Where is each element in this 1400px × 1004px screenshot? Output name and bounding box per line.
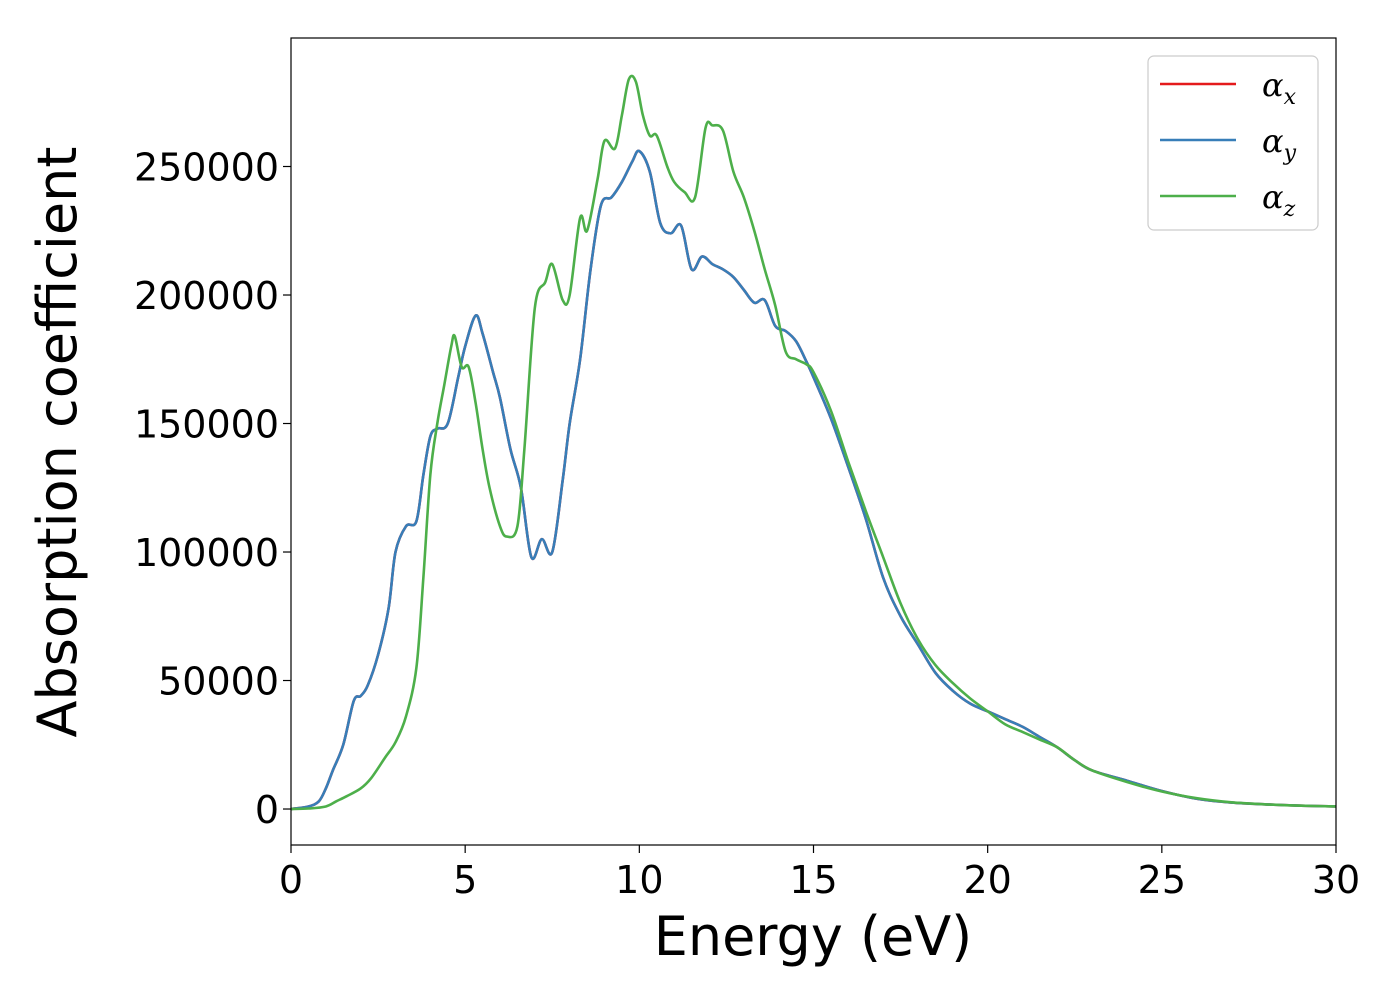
y-tick-label: 150000 xyxy=(134,403,279,447)
y-tick-label: 100000 xyxy=(134,531,279,575)
x-axis-label: Energy (eV) xyxy=(654,905,973,968)
x-tick-label: 0 xyxy=(279,858,303,902)
legend-entry-x: αx xyxy=(1262,66,1297,110)
x-tick-label: 15 xyxy=(789,858,837,902)
series-line-y xyxy=(291,149,1336,811)
y-axis-label: Absorption coefficient xyxy=(26,147,89,738)
x-tick-label: 5 xyxy=(453,858,477,902)
x-tick-label: 30 xyxy=(1312,858,1360,902)
axes-layer: 0 5 10 15 20 25 30 0 50000 100000 150000 200000 2500… xyxy=(134,37,1360,902)
legend: αx αy αz xyxy=(1147,55,1319,231)
series-line-x xyxy=(291,149,1336,811)
x-tick-label: 10 xyxy=(615,858,663,902)
x-tick-label: 20 xyxy=(963,858,1011,902)
series-line-z xyxy=(291,74,1336,811)
legend-entry-y: αy xyxy=(1262,122,1297,166)
legend-box xyxy=(1147,55,1319,231)
y-tick-label: 250000 xyxy=(134,146,279,190)
y-tick-label: 0 xyxy=(255,788,279,832)
plot-layer xyxy=(291,74,1336,811)
x-tick-label: 25 xyxy=(1138,858,1186,902)
y-tick-label: 200000 xyxy=(134,274,279,318)
legend-entry-z: αz xyxy=(1262,178,1296,222)
y-tick-label: 50000 xyxy=(158,660,279,704)
